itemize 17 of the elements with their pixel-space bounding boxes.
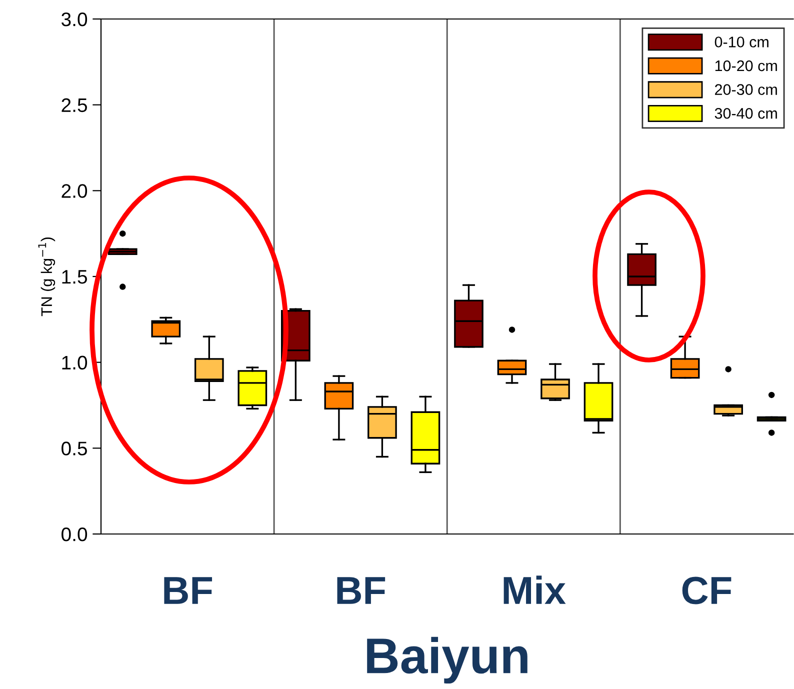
y-tick-label: 2.5 — [62, 98, 87, 112]
x-tick-label: Mix — [504, 576, 566, 604]
legend-label: 20-30 cm — [715, 84, 777, 96]
x-tick-label: CF — [682, 576, 732, 604]
y-tick-label: 3.0 — [62, 12, 88, 26]
x-axis-title: Baiyun — [367, 636, 528, 684]
y-tick-label: 1.5 — [62, 270, 87, 284]
x-tick-label: BF — [337, 577, 386, 604]
y-tick-label: 2.0 — [62, 184, 88, 198]
y-tick-label: 0.5 — [62, 442, 87, 456]
y-tick-label: 1.0 — [62, 356, 88, 370]
y-axis-title: TN (g kg$^{−1}$) — [38, 237, 56, 316]
y-tick-label: 0.0 — [62, 527, 88, 542]
legend-label: 30-40 cm — [714, 108, 777, 119]
x-tick-label: BF — [164, 577, 212, 604]
legend-label: 10-20 cm — [715, 60, 777, 72]
legend-label: 0-10 cm — [714, 36, 768, 48]
